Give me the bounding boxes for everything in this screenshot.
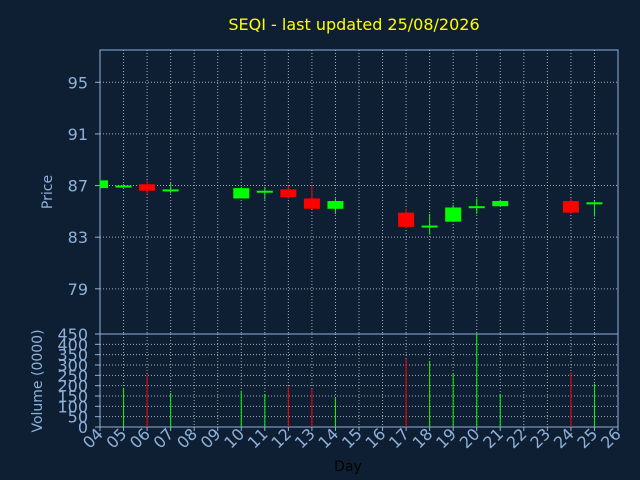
candle-body (327, 201, 344, 209)
volume-tick-label: 200 (57, 377, 88, 396)
volume-panel-frame (99, 333, 619, 428)
candle-14 (327, 198, 344, 214)
candle-21 (492, 199, 509, 207)
volume-gridlines (100, 334, 618, 427)
price-axis-label: Price (40, 175, 56, 209)
price-tick-label: 95 (68, 73, 88, 92)
price-tick-label: 83 (68, 228, 88, 247)
candle-body (492, 201, 509, 207)
volume-bars (123, 334, 595, 427)
candle-body (162, 189, 179, 192)
volume-tick-label: 100 (57, 397, 88, 416)
candle-body (586, 202, 603, 205)
volume-tick-label: 350 (57, 346, 88, 365)
candle-13 (303, 185, 320, 209)
candle-body (100, 180, 108, 189)
price-axis-ticks: 95 91 87 83 79 (68, 73, 100, 299)
candle-body (562, 201, 579, 213)
volume-axis-label: Volume (0000) (30, 329, 46, 432)
volume-tick-label: 0 (78, 418, 88, 437)
candle-04 (99, 179, 108, 189)
candle-body (303, 198, 320, 209)
candle-20 (468, 198, 485, 214)
price-tick-label: 91 (68, 125, 88, 144)
volume-tick-label: 300 (57, 356, 88, 375)
candle-body (115, 185, 132, 188)
candle-17 (398, 208, 415, 229)
candle-body (468, 206, 485, 209)
volume-tick-label: 400 (57, 335, 88, 354)
chart-title: SEQI - last updated 25/08/2026 (228, 15, 479, 34)
candle-body (398, 212, 415, 227)
candle-25 (586, 201, 603, 217)
candle-body (139, 184, 156, 191)
candle-19 (445, 204, 462, 222)
candle-18 (421, 213, 438, 235)
candle-body (445, 207, 462, 222)
day-tick-label: 26 (597, 424, 625, 452)
volume-tick-label: 250 (57, 366, 88, 385)
candle-07 (162, 182, 179, 194)
candle-24 (562, 198, 579, 214)
day-axis-label: Day (334, 459, 362, 475)
candle-body (256, 190, 273, 193)
candle-06 (139, 180, 156, 195)
price-gridlines (100, 50, 618, 334)
candle-body (280, 189, 297, 198)
candle-body (233, 188, 250, 199)
price-tick-label: 87 (68, 177, 88, 196)
candle-10 (233, 186, 250, 199)
day-axis-ticks: 0405060708091011121314151617181920212223… (79, 424, 625, 452)
volume-tick-label: 450 (57, 325, 88, 344)
candle-12 (280, 185, 297, 199)
candle-05 (115, 184, 132, 188)
candle-11 (256, 186, 273, 200)
price-tick-label: 79 (68, 280, 88, 299)
volume-tick-label: 50 (68, 408, 88, 427)
candlesticks (99, 179, 603, 235)
candle-body (421, 225, 438, 228)
volume-tick-label: 150 (57, 387, 88, 406)
